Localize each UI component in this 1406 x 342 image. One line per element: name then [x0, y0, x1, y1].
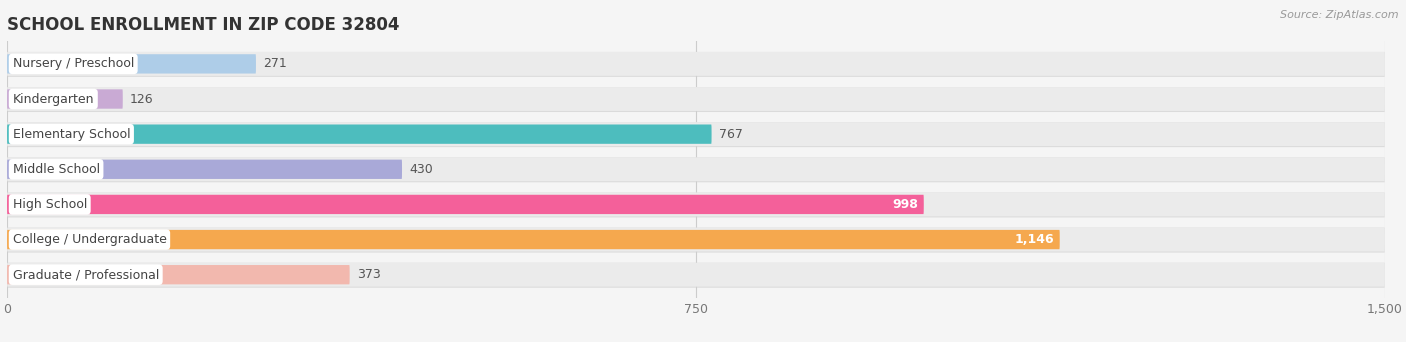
- FancyBboxPatch shape: [7, 52, 1385, 77]
- FancyBboxPatch shape: [7, 263, 1385, 287]
- Text: Source: ZipAtlas.com: Source: ZipAtlas.com: [1281, 10, 1399, 20]
- FancyBboxPatch shape: [7, 157, 1385, 182]
- Text: 998: 998: [893, 198, 918, 211]
- FancyBboxPatch shape: [7, 160, 402, 179]
- FancyBboxPatch shape: [7, 263, 1385, 288]
- Text: Elementary School: Elementary School: [13, 128, 131, 141]
- FancyBboxPatch shape: [7, 193, 1385, 218]
- Text: 1,146: 1,146: [1015, 233, 1054, 246]
- Text: College / Undergraduate: College / Undergraduate: [13, 233, 166, 246]
- FancyBboxPatch shape: [7, 195, 924, 214]
- Text: Kindergarten: Kindergarten: [13, 93, 94, 106]
- Text: Middle School: Middle School: [13, 163, 100, 176]
- FancyBboxPatch shape: [7, 89, 122, 109]
- FancyBboxPatch shape: [7, 54, 256, 74]
- FancyBboxPatch shape: [7, 193, 1385, 216]
- Text: 373: 373: [357, 268, 381, 281]
- Text: SCHOOL ENROLLMENT IN ZIP CODE 32804: SCHOOL ENROLLMENT IN ZIP CODE 32804: [7, 16, 399, 34]
- Text: 767: 767: [718, 128, 742, 141]
- FancyBboxPatch shape: [7, 230, 1060, 249]
- Text: Graduate / Professional: Graduate / Professional: [13, 268, 159, 281]
- FancyBboxPatch shape: [7, 87, 1385, 112]
- Text: High School: High School: [13, 198, 87, 211]
- FancyBboxPatch shape: [7, 157, 1385, 181]
- FancyBboxPatch shape: [7, 228, 1385, 252]
- FancyBboxPatch shape: [7, 124, 711, 144]
- FancyBboxPatch shape: [7, 122, 1385, 147]
- Text: 271: 271: [263, 57, 287, 70]
- Text: 126: 126: [131, 93, 153, 106]
- FancyBboxPatch shape: [7, 228, 1385, 251]
- FancyBboxPatch shape: [7, 122, 1385, 146]
- FancyBboxPatch shape: [7, 265, 350, 284]
- Text: 430: 430: [409, 163, 433, 176]
- FancyBboxPatch shape: [7, 87, 1385, 111]
- Text: Nursery / Preschool: Nursery / Preschool: [13, 57, 134, 70]
- FancyBboxPatch shape: [7, 52, 1385, 76]
